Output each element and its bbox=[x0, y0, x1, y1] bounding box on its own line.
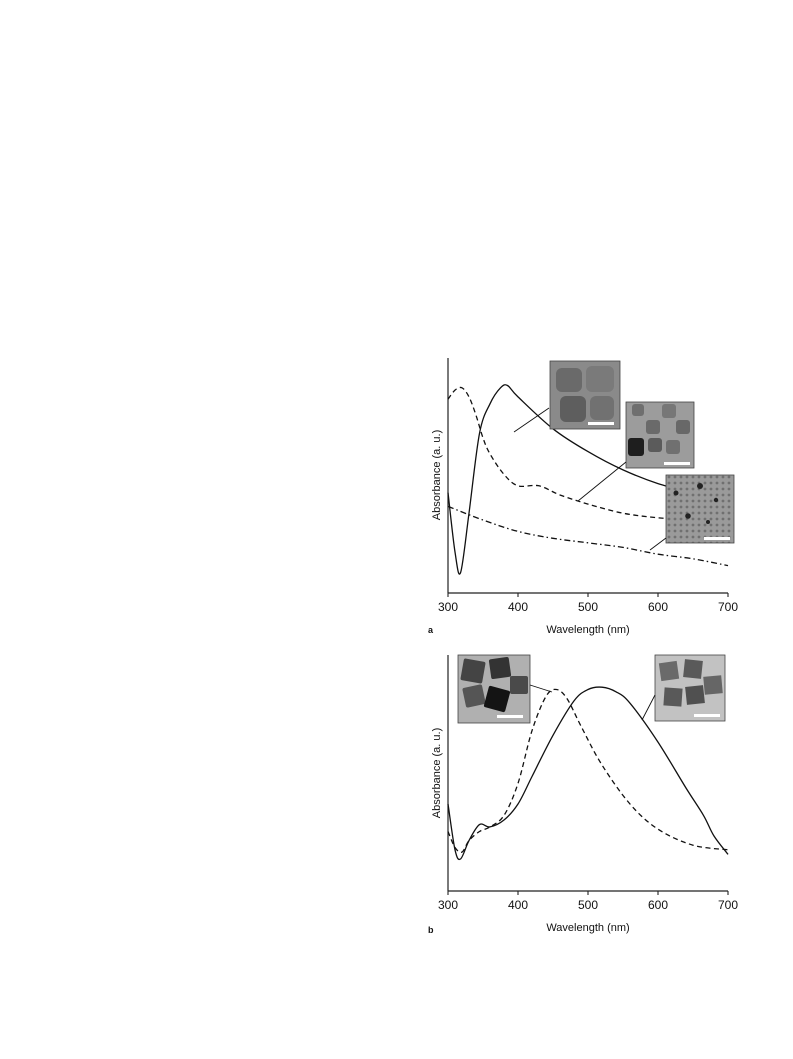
x-ticks-a: 300 400 500 600 700 bbox=[438, 593, 738, 614]
scale-bar-a1 bbox=[588, 422, 614, 425]
leader-line-b2 bbox=[641, 694, 656, 721]
scale-bar-b2 bbox=[694, 714, 720, 717]
leader-line-a3 bbox=[649, 537, 667, 551]
x-tick-label-b-700: 700 bbox=[718, 898, 738, 912]
chart-panel-a: 300 400 500 600 700 Wavelength (nm) Absorban… bbox=[428, 358, 738, 636]
series-line-a-dash-dot bbox=[447, 505, 729, 567]
x-tick-label-b-300: 300 bbox=[438, 898, 458, 912]
tem-inset-b1 bbox=[457, 654, 531, 724]
leader-line-a2 bbox=[577, 461, 627, 502]
x-ticks-b: 300 400 500 600 700 bbox=[438, 891, 738, 912]
x-tick-label-a-600: 600 bbox=[648, 600, 668, 614]
x-tick-label-a-300: 300 bbox=[438, 600, 458, 614]
y-axis-title-b: Absorbance (a. u.) bbox=[431, 728, 443, 819]
x-tick-label-b-500: 500 bbox=[578, 898, 598, 912]
x-tick-label-b-600: 600 bbox=[648, 898, 668, 912]
series-line-b-dashed bbox=[447, 688, 729, 854]
x-tick-label-b-400: 400 bbox=[508, 898, 528, 912]
tem-inset-b2 bbox=[654, 654, 726, 722]
curves-b bbox=[447, 686, 729, 861]
series-line-a-solid bbox=[447, 384, 729, 575]
chart-panel-b: 300 400 500 600 700 Wavelength (nm) Absorban… bbox=[428, 654, 738, 935]
x-tick-label-a-700: 700 bbox=[718, 600, 738, 614]
tem-inset-a1 bbox=[549, 360, 621, 430]
scale-bar-a2 bbox=[664, 462, 690, 465]
scale-bar-a3 bbox=[704, 537, 730, 540]
y-axis-title-a: Absorbance (a. u.) bbox=[431, 430, 443, 521]
x-tick-label-a-400: 400 bbox=[508, 600, 528, 614]
x-axis-title-b: Wavelength (nm) bbox=[546, 922, 629, 934]
series-line-b-solid bbox=[447, 686, 729, 861]
tem-inset-a3 bbox=[665, 474, 735, 544]
x-axis-title-a: Wavelength (nm) bbox=[546, 624, 629, 636]
scale-bar-b1 bbox=[497, 715, 523, 718]
leader-line-b1 bbox=[529, 684, 553, 693]
curves-a bbox=[447, 384, 729, 575]
x-tick-label-a-500: 500 bbox=[578, 600, 598, 614]
tem-inset-a2 bbox=[625, 401, 695, 469]
panel-label-a: a bbox=[428, 625, 434, 635]
leader-line-a1 bbox=[513, 407, 550, 433]
panel-label-b: b bbox=[428, 925, 434, 935]
